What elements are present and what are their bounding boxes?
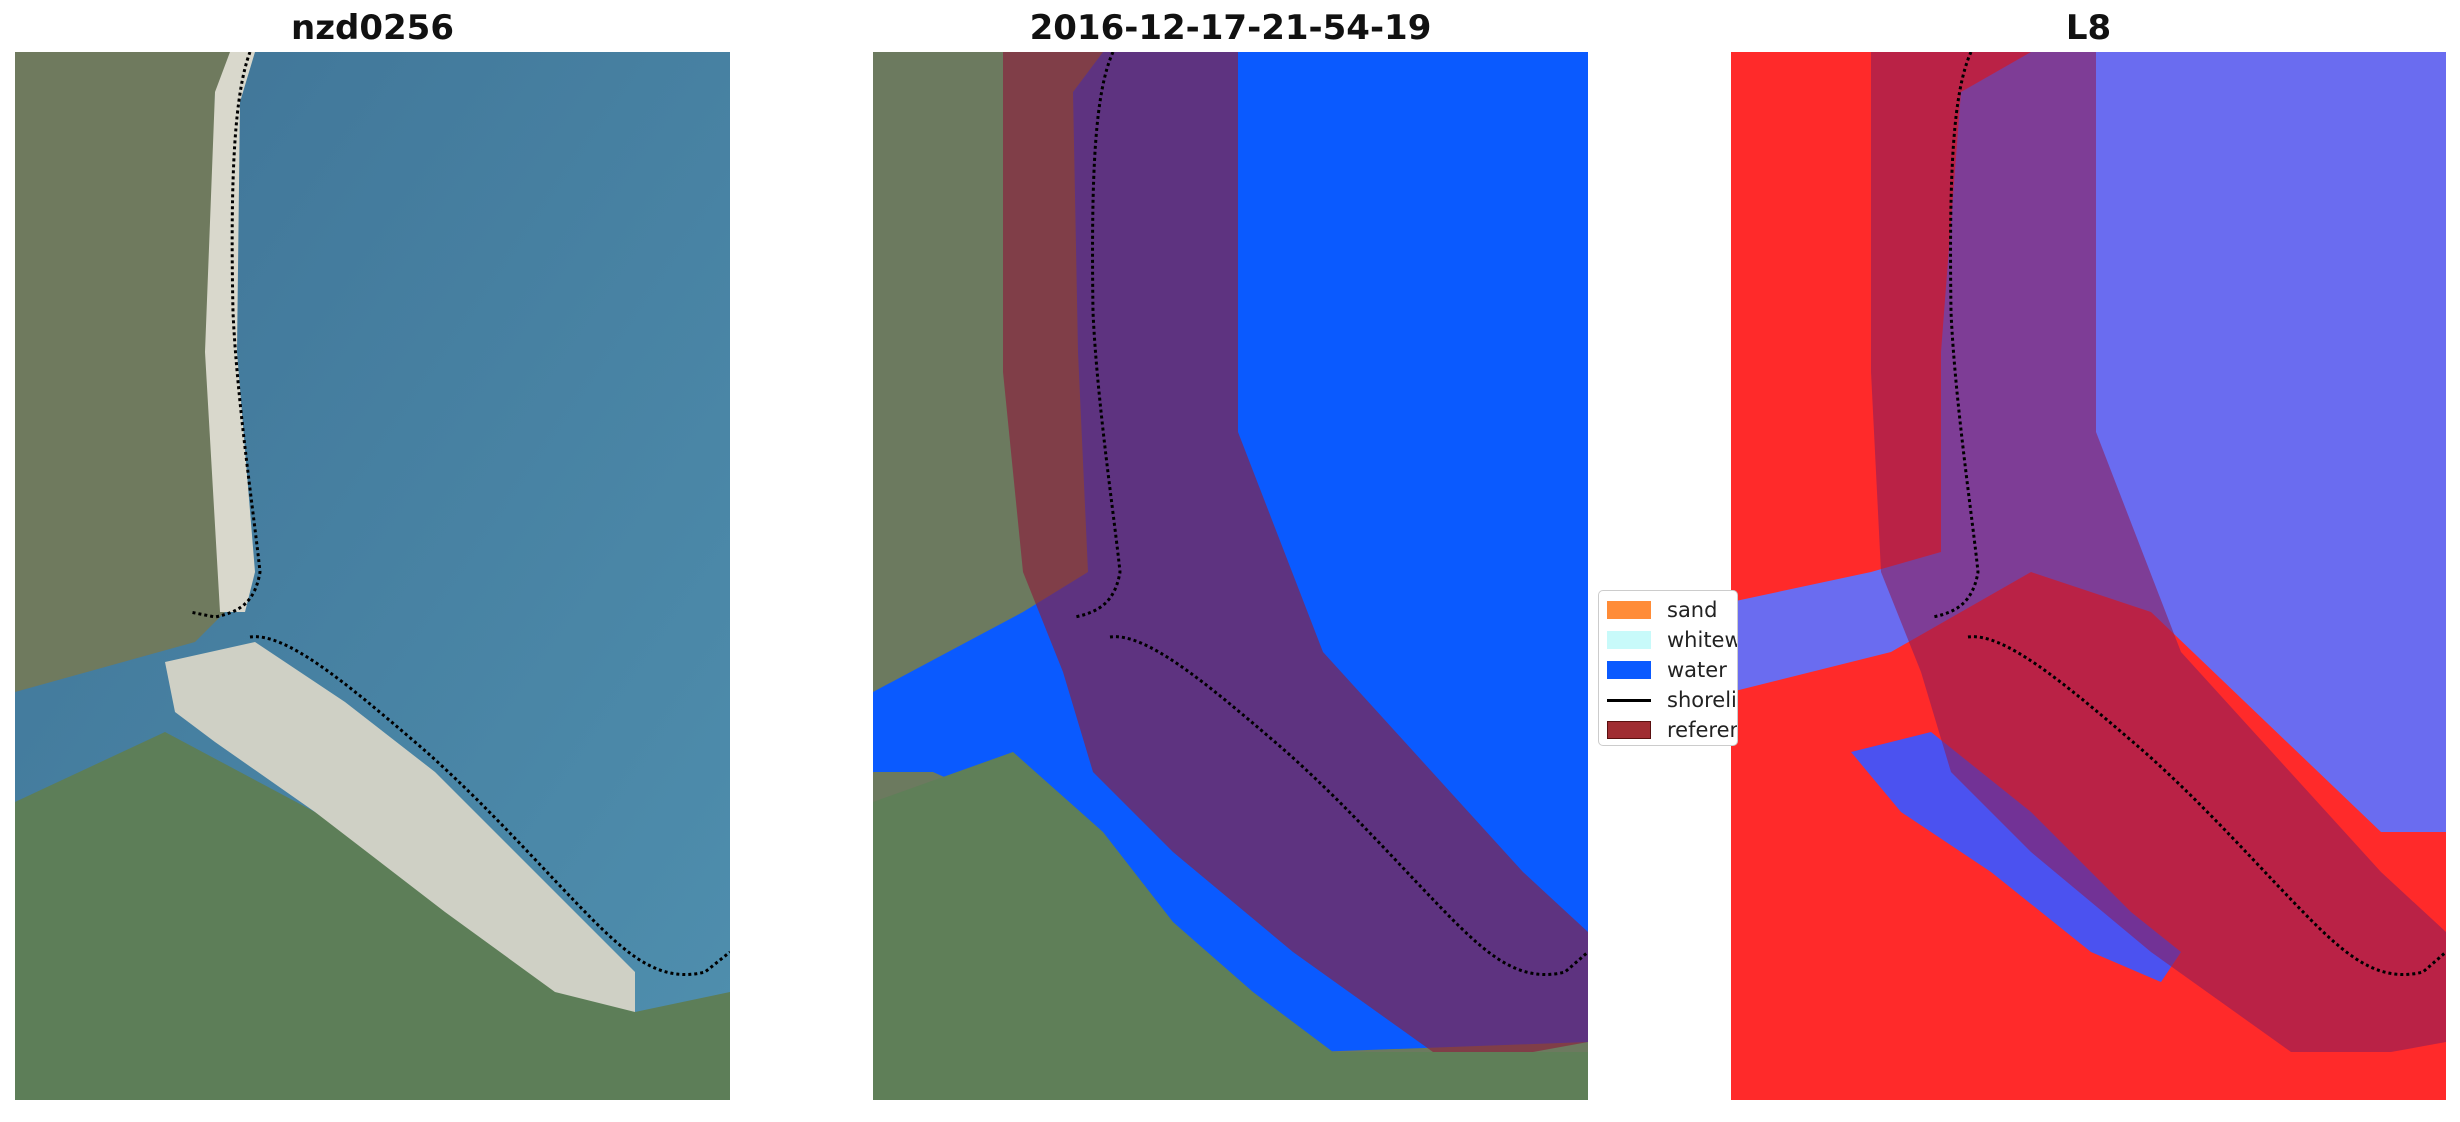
legend-swatch-water bbox=[1607, 661, 1651, 679]
legend-item-reference: reference bbox=[1607, 717, 1737, 743]
legend-swatch-whitewater bbox=[1607, 631, 1651, 649]
panel-title-index: L8 bbox=[2065, 8, 2112, 48]
panel-title-rgb: nzd0256 bbox=[291, 8, 454, 48]
legend-label-sand: sand bbox=[1667, 598, 1718, 622]
rgb-image-panel bbox=[15, 52, 730, 1100]
legend-swatch-sand bbox=[1607, 601, 1651, 619]
legend-label-water: water bbox=[1667, 658, 1727, 682]
sand-spit-south bbox=[165, 642, 635, 1012]
legend-item-shoreline: shoreline bbox=[1607, 687, 1737, 713]
panel-title-classified: 2016-12-17-21-54-19 bbox=[1029, 8, 1432, 48]
reference-buffer bbox=[1871, 52, 2446, 1052]
land-north bbox=[15, 52, 250, 692]
land-south bbox=[15, 732, 730, 1100]
index-image-panel bbox=[1731, 52, 2446, 1100]
shoreline-south bbox=[249, 635, 730, 977]
classified-image-panel bbox=[873, 52, 1588, 1100]
shoreline-north bbox=[1932, 52, 1980, 619]
legend-item-sand: sand bbox=[1607, 597, 1717, 623]
index-channel bbox=[1851, 732, 2181, 982]
shoreline-north bbox=[1074, 52, 1122, 619]
legend-swatch-reference bbox=[1607, 721, 1651, 739]
shoreline-south bbox=[1967, 635, 2446, 977]
legend-item-water: water bbox=[1607, 657, 1727, 683]
sand-spit-north bbox=[205, 52, 255, 612]
legend-swatch-shoreline bbox=[1607, 698, 1651, 702]
legend-label-shoreline: shoreline bbox=[1667, 688, 1737, 712]
land-south bbox=[873, 752, 1588, 1100]
reference-buffer bbox=[1003, 52, 1588, 1052]
shoreline-south bbox=[1109, 635, 1588, 977]
legend-label-reference: reference bbox=[1667, 718, 1737, 742]
